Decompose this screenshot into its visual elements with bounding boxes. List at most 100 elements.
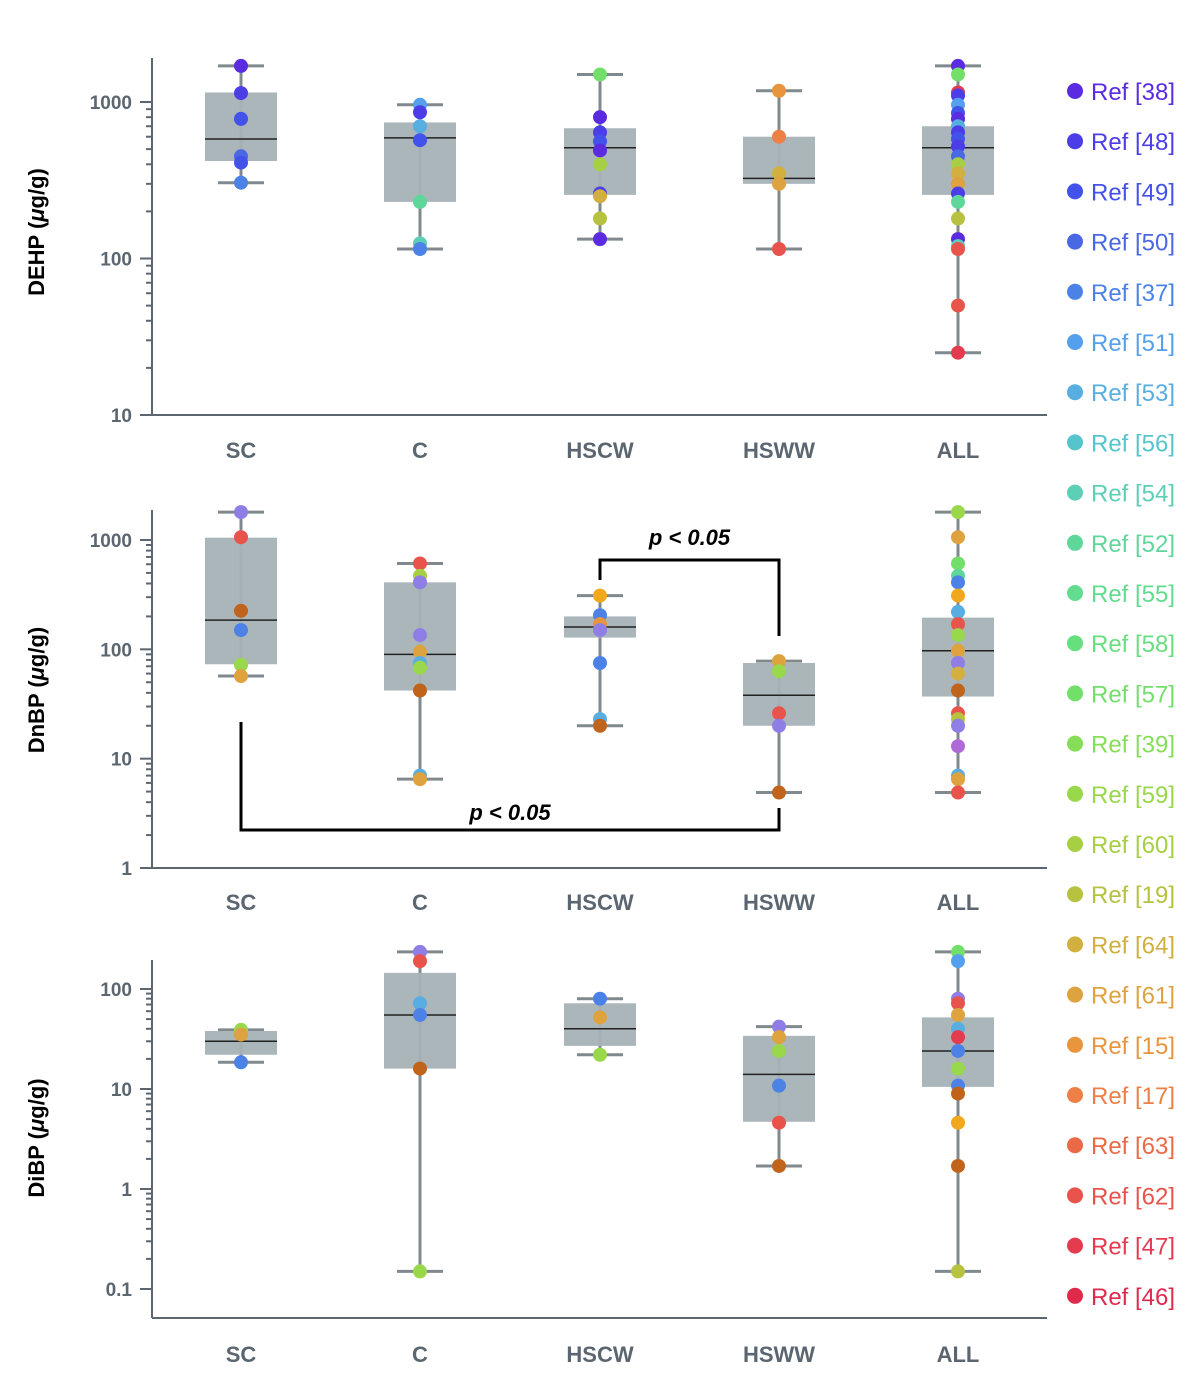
legend-label: Ref [64] bbox=[1091, 932, 1175, 959]
data-point bbox=[772, 654, 786, 669]
box-hscw bbox=[564, 991, 636, 1062]
box-all bbox=[922, 58, 994, 360]
panel-2: 1 10 100 1000 DnBP (μg/g) SC C HSCW HSWW ALL p < 0… bbox=[24, 505, 1047, 915]
data-point bbox=[951, 1115, 965, 1130]
y-axis-title: DiBP (μg/g) bbox=[24, 1078, 49, 1197]
legend-label: Ref [46] bbox=[1091, 1284, 1175, 1311]
data-point bbox=[413, 954, 427, 969]
y-axis-title: DEHP (μg/g) bbox=[24, 168, 49, 296]
panel-3: 0.1 1 10 100 DiBP (μg/g) SC C HSCW HSWW ALL bbox=[24, 944, 1047, 1367]
data-point bbox=[772, 706, 786, 721]
data-point bbox=[413, 133, 427, 148]
y-title-suffix: g/g) bbox=[24, 168, 49, 208]
data-point bbox=[234, 530, 248, 545]
data-point bbox=[951, 772, 965, 787]
legend-marker bbox=[1067, 233, 1083, 250]
data-point bbox=[951, 683, 965, 698]
data-point bbox=[772, 83, 786, 98]
legend-label: Ref [49] bbox=[1091, 179, 1175, 206]
legend-marker bbox=[1067, 1087, 1083, 1103]
data-point bbox=[772, 1078, 786, 1093]
box-sc bbox=[205, 1022, 277, 1070]
iqr-box bbox=[205, 1031, 277, 1055]
data-point bbox=[234, 175, 248, 190]
box-hsww bbox=[743, 83, 815, 257]
data-point bbox=[234, 1027, 248, 1042]
data-point bbox=[951, 617, 965, 632]
data-point bbox=[951, 1007, 965, 1022]
y-tick-label: 10 bbox=[111, 750, 132, 771]
legend-marker bbox=[1067, 334, 1083, 350]
legend-marker bbox=[1067, 635, 1083, 652]
data-point bbox=[593, 1047, 607, 1062]
data-point bbox=[234, 623, 248, 638]
data-point bbox=[593, 588, 607, 603]
x-tick-label: SC bbox=[226, 890, 257, 915]
y-tick-label: 1 bbox=[121, 1180, 132, 1201]
significance-bracket bbox=[598, 558, 781, 636]
box-sc bbox=[205, 58, 277, 190]
x-tick-label: HSCW bbox=[566, 1342, 633, 1367]
data-point bbox=[951, 345, 965, 360]
box-sc bbox=[205, 505, 277, 684]
legend: Ref [38] Ref [48] Ref [49] Ref [50] Ref [37]… bbox=[1067, 79, 1175, 1311]
legend-label: Ref [51] bbox=[1091, 330, 1175, 357]
data-point bbox=[234, 58, 248, 73]
data-point bbox=[951, 575, 965, 590]
legend-marker bbox=[1067, 484, 1083, 501]
x-tick-label: HSCW bbox=[566, 438, 633, 463]
data-point bbox=[413, 575, 427, 590]
legend-label: Ref [15] bbox=[1091, 1033, 1175, 1060]
legend-label: Ref [50] bbox=[1091, 230, 1175, 257]
data-point bbox=[234, 669, 248, 684]
x-tick-label: C bbox=[412, 438, 428, 463]
data-point bbox=[951, 718, 965, 733]
y-title-prefix: DnBP ( bbox=[24, 680, 49, 754]
data-point bbox=[413, 1007, 427, 1022]
y-tick-label: 10 bbox=[111, 406, 132, 427]
data-point bbox=[772, 1019, 786, 1034]
legend-label: Ref [63] bbox=[1091, 1133, 1175, 1160]
legend-marker bbox=[1067, 384, 1083, 401]
data-point bbox=[772, 176, 786, 191]
box-all bbox=[922, 944, 994, 1279]
x-tick-label: C bbox=[412, 890, 428, 915]
data-point bbox=[951, 1061, 965, 1076]
data-point bbox=[951, 67, 965, 82]
legend-marker bbox=[1067, 585, 1083, 601]
panel-1: 10 100 1000 DEHP (μg/g) SC C HSCW HSWW ALL bbox=[24, 58, 1047, 463]
iqr-box bbox=[205, 537, 277, 665]
data-point bbox=[413, 105, 427, 120]
data-point bbox=[593, 655, 607, 670]
y-title-suffix: g/g) bbox=[24, 627, 49, 667]
data-point bbox=[593, 623, 607, 638]
y-tick-label: 0.1 bbox=[106, 1280, 133, 1301]
legend-marker bbox=[1067, 785, 1083, 802]
legend-marker bbox=[1067, 1287, 1083, 1304]
data-point bbox=[951, 1264, 965, 1279]
data-point bbox=[951, 996, 965, 1011]
box-all bbox=[922, 505, 994, 800]
significance-bracket bbox=[239, 722, 781, 832]
data-point bbox=[234, 111, 248, 126]
legend-marker bbox=[1067, 685, 1083, 702]
legend-marker bbox=[1067, 1036, 1083, 1053]
data-point bbox=[413, 1061, 427, 1076]
data-point bbox=[234, 603, 248, 618]
box-hscw bbox=[564, 67, 636, 247]
x-tick-label: HSCW bbox=[566, 890, 633, 915]
data-point bbox=[951, 643, 965, 658]
data-point bbox=[951, 556, 965, 571]
legend-marker bbox=[1067, 83, 1083, 99]
legend-marker bbox=[1067, 183, 1083, 200]
x-tick-label: HSWW bbox=[743, 1342, 815, 1367]
data-point bbox=[593, 189, 607, 204]
x-tick-label: ALL bbox=[937, 438, 980, 463]
x-tick-label: SC bbox=[226, 438, 257, 463]
data-point bbox=[413, 194, 427, 209]
box-c bbox=[384, 556, 456, 787]
x-tick-label: C bbox=[412, 1342, 428, 1367]
legend-label: Ref [38] bbox=[1091, 79, 1175, 106]
data-point bbox=[413, 628, 427, 643]
